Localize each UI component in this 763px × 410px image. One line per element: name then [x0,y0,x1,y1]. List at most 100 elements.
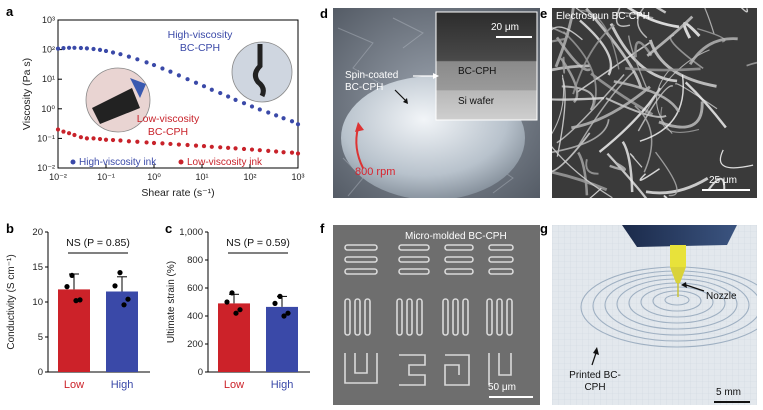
strain-data-point [237,307,243,313]
inset-scale-label: 20 μm [491,22,519,33]
printed-photo: Nozzle Printed BC-CPH 5 mm [552,225,757,405]
high-viscosity-point [176,73,181,78]
conductivity-y-tick-label: 0 [38,367,43,378]
high-viscosity-point [135,57,140,62]
panel-letter-a: a [6,4,14,19]
conductivity-data-point [121,302,127,308]
y-tick-label: 10² [42,45,55,55]
x-tick-label: 10¹ [195,172,208,182]
low-viscosity-point [168,141,173,147]
strain-y-tick-label: 200 [187,339,203,350]
arrows-overlay [394,73,439,104]
high-viscosity-point [241,101,247,106]
conductivity-data-point [112,283,118,289]
high-viscosity-point [91,46,96,52]
high-viscosity-point [151,62,157,68]
high-viscosity-point [168,69,173,74]
fiber-texture [552,8,757,198]
micro-molded-scale-label: 50 μm [488,382,516,393]
y-tick-label: 10³ [42,15,55,25]
strain-data-point [272,300,278,306]
conductivity-significance-label: NS (P = 0.85) [66,237,130,249]
conductivity-y-axis-label: Conductivity (S cm⁻¹) [6,254,17,349]
annotation-low-line1: Low-viscosity [137,113,200,125]
electrospun-scale-label: 25 μm [709,175,737,186]
strain-category-label: Low [224,379,244,391]
strain-significance-label: NS (P = 0.59) [226,237,290,249]
strain-y-tick-label: 0 [198,367,203,378]
high-viscosity-point [61,46,66,51]
spin-coated-illustration [333,8,540,198]
low-viscosity-point [257,148,262,153]
spin-coated-label: Spin-coated BC-CPH [345,70,399,93]
high-viscosity-point [218,90,223,96]
conductivity-y-tick-label: 10 [32,297,43,308]
legend-marker-low [178,159,184,165]
micro-molded-label: Micro-molded BC-CPH [405,231,507,242]
conductivity-data-point [69,272,75,278]
x-tick-label: 10⁻² [49,172,67,182]
low-viscosity-point [118,138,123,143]
mold-patterns [344,244,514,386]
low-viscosity-point [289,150,295,155]
high-viscosity-point [84,46,89,51]
high-viscosity-point [201,84,207,89]
high-viscosity-point [274,113,279,118]
viscosity-chart: 10⁻² 10⁻¹ 10⁰ 10¹ 10² 10³ 10⁻² 10⁻¹ 10⁰ 10¹ 10² 10³… [21,15,305,199]
nozzle-label: Nozzle [706,291,737,302]
low-viscosity-point [103,137,109,142]
printed-label: Printed BC-CPH [569,370,621,393]
conductivity-bar-low [58,289,90,372]
high-viscosity-photo-inset [231,41,293,103]
conductivity-y-tick-label: 15 [32,262,43,273]
annotation-low-line2: BC-CPH [148,126,188,138]
annotation-high-line1: High-viscosity [168,29,234,41]
strain-y-tick-label: 800 [187,255,203,266]
low-viscosity-point [274,149,279,154]
low-viscosity-point [249,147,255,152]
high-viscosity-point [193,80,199,85]
panel-letter-d: d [320,6,328,21]
high-viscosity-point [78,45,84,51]
inset-scale-bar [496,36,532,38]
rpm-label: 800 rpm [355,166,396,178]
y-tick-label: 10⁻² [37,163,55,173]
conductivity-category-label: High [111,379,134,391]
legend-label-high: High-viscosity ink [79,157,157,168]
panel-letter-c: c [165,221,173,236]
low-viscosity-point [91,136,96,141]
micro-molded-sem: Micro-molded BC-CPH 50 μm [333,225,540,405]
low-viscosity-point [61,129,66,134]
high-viscosity-point [55,46,61,51]
electrospun-sem: Electrospun BC-CPH 25 μm [552,8,757,198]
high-viscosity-point [160,66,165,71]
strain-data-point [229,290,235,296]
high-viscosity-point [266,110,271,115]
strain-chart: 0 200 400 600 800 1,000 Ultimate strain (%) Low… [166,227,310,391]
printed-scale-bar [714,401,750,403]
spin-coated-photo: Spin-coated BC-CPH 800 rpm 20 μm BC-CPH … [333,8,540,198]
annotation-high-line2: BC-CPH [180,42,220,54]
low-viscosity-point [233,146,238,151]
high-viscosity-point [281,116,286,121]
printed-illustration [552,225,757,405]
high-viscosity-point [66,45,72,50]
low-viscosity-point [151,140,157,146]
low-viscosity-point [72,132,77,138]
high-viscosity-point [97,47,103,52]
low-viscosity-point [126,139,132,144]
low-viscosity-point [281,150,286,155]
low-viscosity-point [266,148,271,153]
high-viscosity-point [295,122,301,127]
high-viscosity-point [257,107,262,112]
strain-data-point [277,293,283,299]
panel-letter-b: b [6,221,14,236]
strain-data-point [285,310,291,316]
low-viscosity-point [295,151,301,156]
conductivity-data-point [64,284,70,290]
high-viscosity-point [289,119,295,124]
micro-molded-scale-bar [489,396,533,398]
high-viscosity-point [72,45,77,50]
low-viscosity-point [110,137,116,143]
legend-label-low: Low-viscosity ink [187,157,263,168]
